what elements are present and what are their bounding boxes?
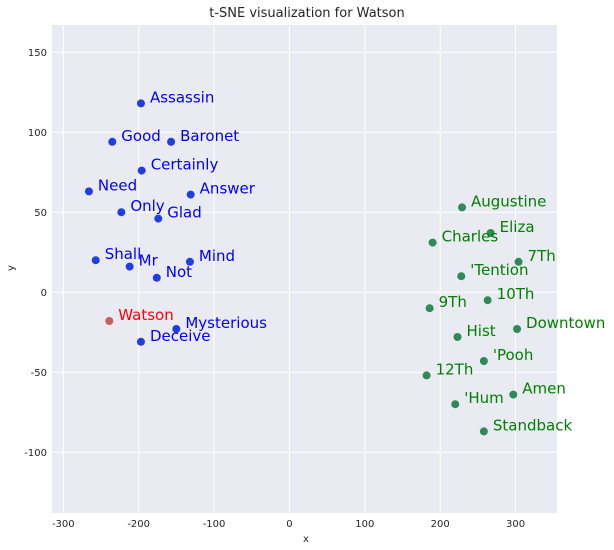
data-point bbox=[479, 427, 488, 436]
data-point bbox=[154, 214, 163, 223]
y-tick-label: 150 bbox=[28, 48, 47, 59]
data-point-label: Need bbox=[98, 176, 137, 194]
data-point bbox=[185, 257, 194, 266]
y-tick-label: 0 bbox=[41, 288, 47, 299]
data-point bbox=[425, 304, 434, 313]
data-point-label: 'Pooh bbox=[493, 346, 534, 364]
data-point-label: Eliza bbox=[500, 218, 535, 236]
data-point bbox=[108, 137, 117, 146]
data-point-label: Not bbox=[166, 263, 192, 281]
data-point-label: 'Hum bbox=[464, 389, 504, 407]
data-point-label: Augustine bbox=[471, 192, 546, 210]
data-point bbox=[136, 337, 145, 346]
data-point bbox=[428, 238, 437, 247]
x-tick-label: 100 bbox=[355, 519, 374, 530]
data-point-label: 12Th bbox=[436, 360, 474, 378]
data-point-label: Only bbox=[130, 197, 164, 215]
data-point bbox=[186, 190, 195, 199]
data-point-label: Glad bbox=[167, 204, 202, 222]
data-point bbox=[117, 208, 126, 217]
data-point bbox=[167, 137, 176, 146]
grid-lines bbox=[52, 25, 557, 513]
data-point bbox=[91, 256, 100, 265]
data-point-label: Hist bbox=[467, 322, 496, 340]
data-point bbox=[84, 187, 93, 196]
data-point-label: Standback bbox=[493, 416, 573, 434]
x-axis-label: x bbox=[303, 534, 309, 545]
data-point bbox=[509, 390, 518, 399]
data-point-label: Good bbox=[121, 127, 161, 145]
data-point bbox=[479, 357, 488, 365]
x-tick-label: -200 bbox=[127, 519, 150, 530]
data-point bbox=[457, 272, 466, 281]
axis-ticks: -300 -200 -100 0 100 200 300 -100 -50 0 50 100 150 bbox=[24, 48, 525, 530]
y-axis-label: y bbox=[6, 265, 17, 271]
data-point-label: 9Th bbox=[439, 293, 467, 311]
data-point bbox=[458, 203, 467, 212]
x-tick-label: 300 bbox=[506, 519, 525, 530]
data-point-label: 10Th bbox=[497, 285, 535, 303]
chart-title: t-SNE visualization for Watson bbox=[209, 6, 405, 21]
data-point bbox=[152, 273, 161, 282]
data-point bbox=[136, 99, 145, 108]
x-tick-label: 200 bbox=[431, 519, 450, 530]
data-point bbox=[125, 262, 134, 271]
data-point-label: Mind bbox=[199, 247, 235, 265]
data-point bbox=[137, 166, 146, 175]
data-point-label: Assassin bbox=[150, 88, 214, 106]
data-point bbox=[486, 229, 495, 237]
x-tick-label: 0 bbox=[286, 519, 292, 530]
data-point bbox=[483, 296, 492, 305]
y-tick-label: -100 bbox=[24, 448, 47, 459]
data-point bbox=[105, 317, 114, 325]
y-tick-label: 50 bbox=[34, 208, 47, 219]
data-point-label: Mysterious bbox=[185, 314, 267, 332]
data-point-label: Downtown bbox=[526, 314, 605, 332]
data-point bbox=[453, 333, 462, 341]
data-point bbox=[422, 371, 431, 380]
plot-area bbox=[52, 25, 557, 513]
data-point-label: Amen bbox=[522, 380, 566, 398]
data-point bbox=[451, 400, 460, 409]
data-point-label: Baronet bbox=[180, 127, 239, 145]
y-tick-label: -50 bbox=[31, 368, 47, 379]
data-point-label: Answer bbox=[200, 180, 256, 198]
data-point-label: Charles bbox=[442, 228, 499, 246]
data-point-label: Certainly bbox=[151, 156, 219, 174]
data-point bbox=[172, 325, 181, 333]
data-point-label: Watson bbox=[118, 306, 173, 324]
data-point bbox=[514, 257, 523, 266]
data-point bbox=[513, 325, 522, 333]
y-tick-label: 100 bbox=[28, 128, 47, 139]
data-point-label: Mr bbox=[139, 252, 159, 270]
data-points: Assassin Good Baronet Certainly Need Answer On… bbox=[84, 88, 605, 436]
data-point-label: 7Th bbox=[528, 247, 556, 265]
x-tick-label: -100 bbox=[203, 519, 226, 530]
data-point-label: Deceive bbox=[150, 327, 211, 345]
data-point-label: 'Tention bbox=[470, 261, 528, 279]
x-tick-label: -300 bbox=[52, 519, 75, 530]
data-point-label: Shall bbox=[105, 245, 142, 263]
